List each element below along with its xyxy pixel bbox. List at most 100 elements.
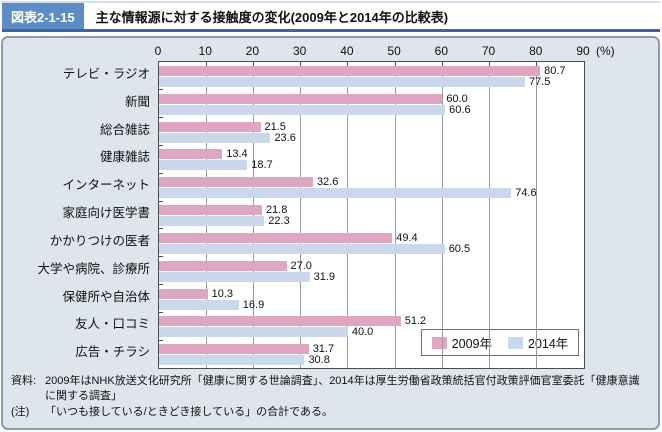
x-axis-tick-label: 30 — [292, 44, 307, 58]
gridline — [489, 62, 491, 368]
bar-group: 32.6 74.6 — [159, 173, 584, 201]
category-label: 保健所や自治体 — [62, 289, 150, 304]
category-label: インターネット — [62, 178, 150, 193]
x-axis-tick-label: 50 — [387, 44, 401, 58]
legend-swatch-2009年 — [431, 336, 447, 349]
category-label: 新聞 — [124, 94, 150, 109]
value-label-2009年: 51.2 — [404, 315, 427, 328]
category-label: 大学や病院、診療所 — [37, 261, 150, 276]
value-label-2014年: 77.5 — [528, 76, 551, 88]
bar-group: 10.3 16.9 — [159, 285, 584, 313]
value-label-2009年: 32.6 — [316, 176, 339, 189]
bar-group: 49.4 60.5 — [159, 229, 584, 257]
bar-2014年 — [159, 104, 446, 115]
category-axis-tick — [159, 339, 163, 341]
plot-area: 2009年 2014年 80.7 77.5 60.0 60.6 21.5 23.6 13.4 1… — [158, 61, 585, 369]
bar-2009年 — [159, 288, 208, 299]
category-axis-tick — [159, 89, 163, 91]
figure-header: 図表2-1-15 主な情報源に対する接触度の変化(2009年と2014年の比較表… — [2, 1, 660, 32]
bar-group: 60.0 60.6 — [159, 90, 584, 118]
gridline — [300, 62, 302, 368]
category-axis-tick — [159, 256, 163, 258]
source-note: 資料: 2009年はNHK放送文化研究所「健康に関する世論調査」、2014年は厚生… — [11, 374, 644, 405]
legend-label: 2009年 — [451, 337, 492, 351]
value-label-2014年: 31.9 — [313, 270, 336, 283]
legend-label: 2014年 — [528, 337, 569, 351]
legend-item: 2014年 — [508, 333, 568, 352]
bar-group: 80.7 77.5 — [159, 62, 584, 90]
axis-tick — [347, 62, 349, 66]
footnote: (注) 「いつも接している/ときどき接している」の合計である。 — [11, 405, 644, 420]
value-label-2014年: 74.6 — [515, 187, 537, 200]
category-label: 友人・口コミ — [74, 317, 150, 332]
category-axis-tick — [159, 144, 163, 146]
bar-2009年 — [159, 205, 262, 216]
category-axis-tick — [159, 228, 163, 230]
chart-notes: 資料: 2009年はNHK放送文化研究所「健康に関する世論調査」、2014年は厚生… — [11, 374, 644, 420]
category-label: テレビ・ラジオ — [62, 67, 150, 81]
bar-2014年 — [159, 355, 305, 366]
value-label-2009年: 27.0 — [290, 259, 312, 272]
value-label-2014年: 18.7 — [251, 159, 273, 172]
chart-legend: 2009年 2014年 — [421, 329, 579, 356]
bar-2014年 — [159, 188, 512, 199]
category-label: 家庭向け医学書 — [62, 206, 150, 221]
x-axis-tick-label: 10 — [198, 44, 212, 58]
footnote-text: 「いつも接している/ときどき接している」の合計である。 — [45, 405, 333, 418]
value-label-2014年: 60.6 — [449, 103, 471, 116]
value-label-2009年: 49.4 — [396, 231, 418, 244]
bar-2009年 — [159, 177, 313, 188]
bar-2014年 — [159, 271, 310, 282]
value-label-2009年: 60.0 — [446, 92, 468, 105]
category-axis-tick — [159, 117, 163, 119]
bar-group: 21.5 23.6 — [159, 118, 584, 146]
gridline — [394, 62, 396, 368]
value-label-2009年: 21.8 — [265, 204, 288, 217]
bar-2009年 — [159, 93, 443, 104]
x-axis-tick-label: 90 — [576, 44, 590, 58]
bar-2009年 — [159, 149, 223, 160]
x-axis-tick-label: 40 — [340, 44, 354, 58]
category-label: 健康雑誌 — [99, 150, 150, 165]
value-label-2014年: 23.6 — [274, 131, 296, 144]
legend-swatch-2014年 — [508, 336, 523, 349]
axis-tick — [394, 62, 396, 66]
category-label: かかりつけの医者 — [49, 233, 150, 248]
bar-2009年 — [159, 232, 393, 243]
x-axis-unit-label: (%) — [596, 44, 615, 58]
bar-2009年 — [159, 316, 401, 327]
gridline — [441, 62, 443, 368]
bar-2009年 — [159, 66, 541, 76]
axis-tick — [205, 62, 207, 66]
bar-2014年 — [159, 77, 525, 87]
value-label-2014年: 30.8 — [308, 354, 330, 367]
legend-item: 2009年 — [431, 333, 492, 352]
value-label-2009年: 21.5 — [264, 120, 286, 133]
value-label-2009年: 31.7 — [312, 343, 335, 356]
value-label-2014年: 40.0 — [351, 326, 374, 339]
gridline — [347, 62, 349, 368]
value-label-2009年: 13.4 — [226, 148, 248, 161]
axis-tick — [252, 62, 254, 66]
bar-2014年 — [159, 243, 445, 254]
category-label: 広告・チラシ — [75, 345, 150, 360]
source-note-label: 資料: — [11, 375, 37, 387]
bar-group: 31.7 30.8 — [159, 340, 584, 368]
x-axis-tick-label: 0 — [154, 44, 162, 58]
value-label-2014年: 60.5 — [448, 242, 471, 255]
value-label-2014年: 22.3 — [268, 215, 290, 228]
category-axis-tick — [159, 311, 163, 313]
value-label-2009年: 80.7 — [544, 65, 566, 77]
chart-panel: 2009年 2014年 80.7 77.5 60.0 60.6 21.5 23.6 13.4 1… — [1, 36, 660, 430]
footnote-label: (注) — [11, 405, 30, 418]
category-axis-tick — [159, 284, 163, 286]
bar-2014年 — [159, 132, 271, 143]
figure-number-badge: 図表2-1-15 — [2, 3, 86, 29]
bar-2009年 — [159, 344, 309, 355]
axis-tick — [441, 62, 443, 66]
bar-2009年 — [159, 260, 287, 271]
axis-tick — [300, 62, 302, 66]
bar-group: 27.0 31.9 — [159, 257, 584, 285]
bar-group: 51.2 40.0 — [159, 312, 584, 340]
